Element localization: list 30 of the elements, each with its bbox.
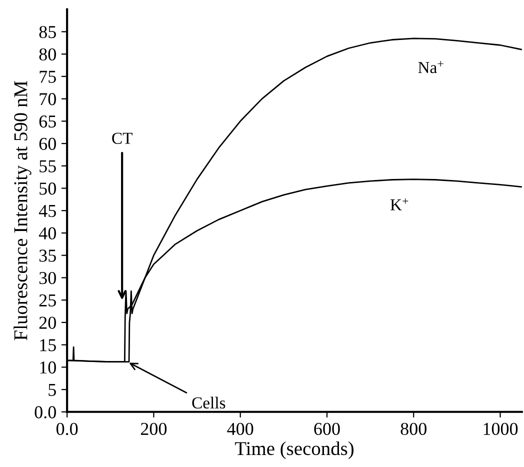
annotation: CT	[112, 132, 132, 144]
y-tick-label: 40	[38, 227, 56, 240]
y-tick-label: 80	[39, 48, 56, 61]
annotation: Cells	[192, 396, 226, 409]
x-tick-label: 400	[227, 422, 254, 436]
y-tick-label: 35	[39, 250, 56, 262]
x-tick-label: 1000	[484, 422, 518, 436]
y-tick-label: 60	[39, 138, 56, 150]
y-tick-label: 5	[48, 384, 56, 396]
y-tick-label: 20	[39, 316, 56, 329]
x-tick-label: 200	[140, 422, 167, 436]
x-tick-label: 600	[314, 422, 340, 436]
series-label: K$^{+}$	[390, 198, 408, 210]
series-label: Na$^{+}$	[418, 61, 444, 74]
y-tick-label: 70	[40, 93, 56, 106]
y-tick-label: 10	[40, 361, 56, 374]
x-tick-label: 0.0	[56, 422, 78, 436]
y-tick-label: 65	[39, 115, 56, 128]
y-tick-label: 55	[40, 160, 56, 172]
y-axis-title: Fluorescence Intensity at 590 nM	[14, 81, 32, 340]
x-axis-title: Time (seconds)	[234, 441, 354, 460]
x-tick-label: 800	[400, 422, 426, 436]
y-tick-label: 85	[39, 26, 56, 38]
y-tick-label: 25	[39, 294, 56, 307]
y-tick-label: 15	[40, 339, 56, 352]
y-tick-label: 45	[38, 204, 56, 218]
y-tick-label: 75	[40, 70, 56, 83]
y-tick-label: 0.0	[34, 406, 56, 418]
y-tick-label: 50	[40, 182, 56, 195]
y-tick-label: 30	[39, 272, 56, 284]
